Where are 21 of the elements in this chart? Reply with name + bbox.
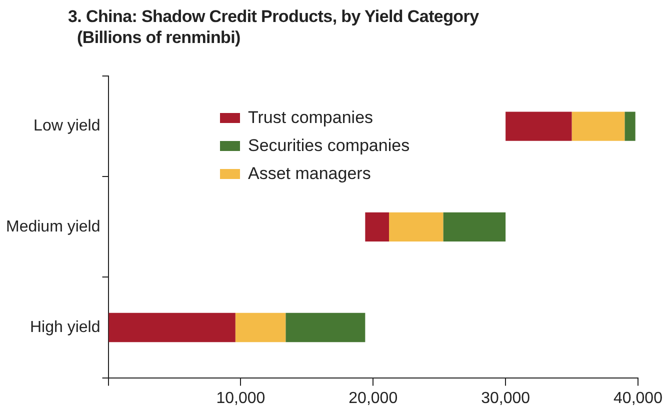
y-tick-label: Low yield (34, 118, 100, 135)
x-tick-label: 10,000 (216, 390, 266, 407)
bar (443, 212, 506, 242)
chart-title: 3. China: Shadow Credit Products, by Yield Category (68, 6, 479, 27)
legend-label: Trust companies (248, 108, 374, 128)
bar (572, 112, 625, 141)
bar (365, 212, 390, 242)
bar (235, 312, 286, 342)
bar (506, 112, 572, 141)
chart-subtitle: (Billions of renminbi) (76, 27, 242, 48)
legend-label: Asset managers (248, 164, 371, 184)
y-tick-label: Medium yield (6, 218, 100, 236)
y-tick-label: High yield (30, 318, 100, 336)
bar (389, 212, 444, 242)
bar (624, 112, 636, 141)
bar (108, 312, 236, 342)
bar (286, 312, 366, 342)
x-tick-label: 20,000 (348, 390, 398, 407)
x-tick-label: 30,000 (481, 390, 530, 407)
legend-label: Securities companies (248, 136, 410, 156)
x-tick-label: 40,000 (614, 390, 663, 407)
